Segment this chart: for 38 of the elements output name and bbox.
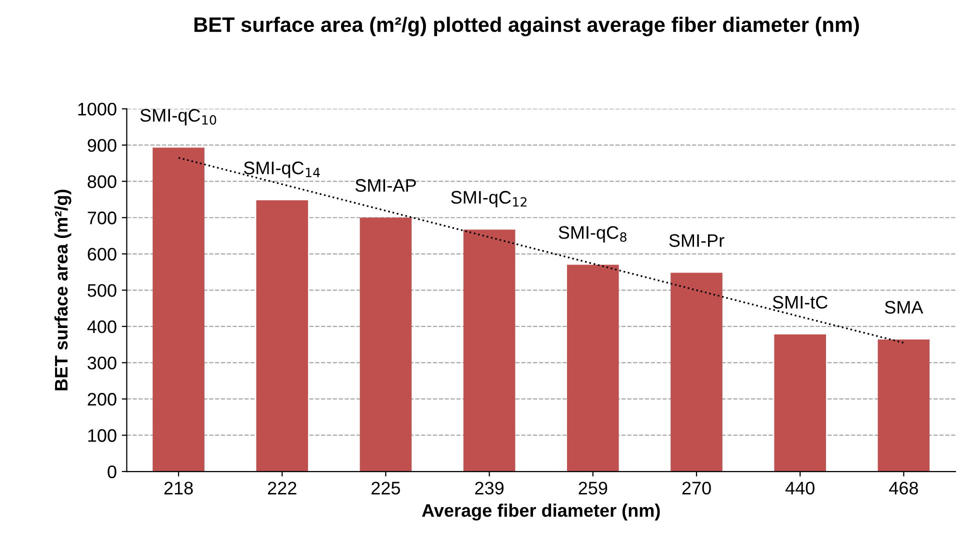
annotation: SMI-Pr bbox=[669, 234, 724, 247]
x-tick-label: 222 bbox=[268, 482, 296, 494]
y-tick-label: 100 bbox=[88, 429, 116, 442]
bar bbox=[256, 200, 308, 472]
bar bbox=[878, 339, 930, 472]
y-tick-label: 1000 bbox=[78, 102, 116, 116]
y-tick-label: 0 bbox=[108, 465, 116, 478]
y-tick-label: 600 bbox=[88, 248, 116, 261]
x-tick-label: 270 bbox=[682, 482, 711, 494]
bar bbox=[670, 272, 722, 472]
chart-title: BET surface area (m²/g) plotted against average fiber diameter (nm) bbox=[194, 16, 859, 36]
annotation: SMA bbox=[884, 300, 924, 314]
annotation: SMI-qC$_{8}$ bbox=[558, 226, 626, 242]
x-tick-label: 259 bbox=[578, 482, 608, 494]
annotation: SMI-AP bbox=[355, 179, 416, 192]
x-axis-title: Average fiber diameter (nm) bbox=[422, 504, 660, 521]
y-tick-label: 900 bbox=[88, 139, 116, 152]
x-tick-label: 468 bbox=[889, 482, 918, 494]
y-tick-label: 200 bbox=[88, 392, 116, 406]
x-tick-label: 440 bbox=[785, 482, 814, 494]
bar bbox=[567, 264, 619, 472]
bar bbox=[463, 230, 516, 472]
y-tick-label: 300 bbox=[88, 356, 116, 370]
x-tick-label: 239 bbox=[475, 482, 504, 494]
y-tick-label: 800 bbox=[88, 175, 116, 188]
annotation: SMI-tC bbox=[772, 296, 828, 309]
bar bbox=[360, 218, 412, 472]
annotation: SMI-qC$_{10}$ bbox=[140, 108, 216, 126]
x-tick-label: 225 bbox=[372, 482, 400, 494]
x-tick-label: 218 bbox=[164, 482, 193, 494]
bar bbox=[152, 148, 204, 472]
y-tick-label: 500 bbox=[88, 284, 116, 297]
annotation: SMI-qC$_{14}$ bbox=[244, 162, 320, 178]
y-tick-label: 400 bbox=[87, 320, 116, 334]
y-axis-title: BET surface area (m²/g) bbox=[54, 190, 72, 390]
annotation: SMI-qC$_{12}$ bbox=[451, 190, 527, 208]
bar bbox=[774, 334, 826, 472]
y-tick-label: 700 bbox=[88, 212, 116, 224]
